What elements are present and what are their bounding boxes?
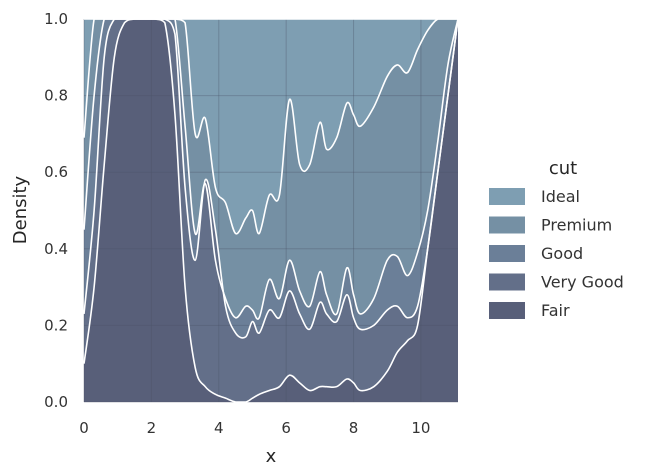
y-tick-label: 0.4 [44,240,68,258]
legend-label: Good [541,244,583,263]
boundary-lines [83,18,459,403]
x-tick-label: 8 [349,419,359,437]
y-tick-label: 0.6 [44,163,68,181]
legend-swatch [489,245,525,262]
legend-label: Fair [541,301,570,320]
legend-swatch [489,216,525,234]
x-tick-label: 6 [281,419,291,437]
plot-area [84,19,458,402]
x-tick-label: 2 [147,419,157,437]
legend-swatch [489,188,525,205]
legend-label: Premium [541,216,612,235]
legend-swatch [489,273,525,291]
legend-swatch [489,302,525,319]
legend-label: Very Good [541,273,624,292]
y-tick-label: 0.2 [44,316,68,334]
x-tick-label: 0 [79,419,89,437]
y-tick-label: 0.8 [44,87,68,105]
y-axis: 0.0 0.2 0.4 0.6 0.8 1.0 [44,10,68,411]
x-tick-label: 10 [411,419,430,437]
y-tick-label: 1.0 [44,10,68,28]
legend: cut Ideal Premium Good Very Good Fair [489,158,624,320]
x-tick-label: 4 [214,419,224,437]
y-tick-label: 0.0 [44,393,68,411]
x-axis-title: x [266,446,277,467]
area-fair [84,19,458,402]
legend-label: Ideal [541,187,580,206]
y-axis-title: Density [10,175,31,244]
x-axis: 0 2 4 6 8 10 [79,419,430,437]
legend-title: cut [549,158,577,179]
